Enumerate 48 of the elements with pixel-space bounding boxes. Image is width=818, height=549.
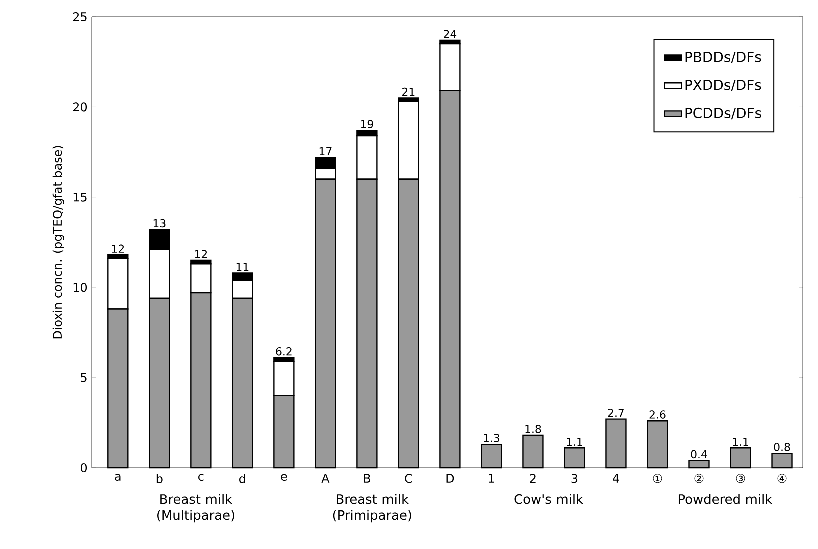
- total-label: 17: [320, 148, 332, 156]
- total-label: 0.8: [774, 443, 790, 452]
- total-label: 12: [112, 244, 124, 253]
- x-tick-label: 2: [530, 474, 536, 484]
- total-label: 6.2: [276, 347, 292, 356]
- text: Powdered milk: [678, 494, 773, 504]
- y-tick-label: 5: [81, 373, 87, 382]
- x-tick-label: c: [198, 474, 204, 482]
- x-tick-label: 1: [489, 474, 494, 483]
- total-label: 19: [361, 120, 374, 128]
- y-tick-label: 20: [73, 102, 88, 112]
- total-label: 21: [402, 88, 415, 96]
- total-label: 1.1: [567, 438, 582, 446]
- x-tick-label: a: [115, 474, 121, 482]
- x-tick-label: ②: [694, 474, 704, 484]
- x-tick-label: ④: [778, 474, 787, 484]
- x-tick-label: 3: [572, 474, 578, 484]
- y-axis-title: Dioxin concn. (pgTEQ/gfat base): [52, 146, 64, 339]
- x-tick-label: e: [281, 474, 288, 482]
- total-label: 1.3: [484, 434, 500, 442]
- legend-label: PXDDs/DFs: [686, 80, 762, 92]
- total-label: 11: [236, 262, 249, 271]
- total-label: 1.1: [733, 438, 748, 446]
- x-tick-label: b: [156, 474, 163, 484]
- text: Breast milk (Primiparae): [333, 494, 412, 523]
- x-tick-label: A: [322, 474, 330, 483]
- y-tick-label: 0: [80, 463, 88, 473]
- total-label: 1.8: [526, 425, 542, 434]
- legend-label: PCDDs/DFs: [686, 108, 762, 120]
- x-tick-label: d: [240, 474, 246, 484]
- x-tick-label: C: [405, 474, 412, 484]
- y-tick-label: 10: [74, 283, 88, 292]
- total-label: 24: [444, 30, 457, 38]
- total-label: 13: [154, 219, 166, 228]
- x-tick-label: D: [446, 474, 454, 483]
- x-tick-label: B: [364, 474, 370, 483]
- x-tick-label: ③: [736, 474, 746, 484]
- y-tick-label: 15: [74, 192, 87, 202]
- legend-label: PBDDs/DFs: [686, 52, 762, 64]
- x-tick-label: ①: [653, 474, 662, 484]
- y-tick-label: 25: [73, 12, 87, 22]
- text: Cow's milk: [514, 494, 584, 504]
- text: Breast milk (Multiparae): [158, 494, 234, 523]
- total-label: 2.6: [650, 410, 666, 419]
- total-label: 0.4: [691, 450, 708, 459]
- total-label: 2.7: [608, 408, 624, 418]
- total-label: 12: [195, 250, 208, 258]
- x-tick-label: 4: [613, 474, 620, 483]
